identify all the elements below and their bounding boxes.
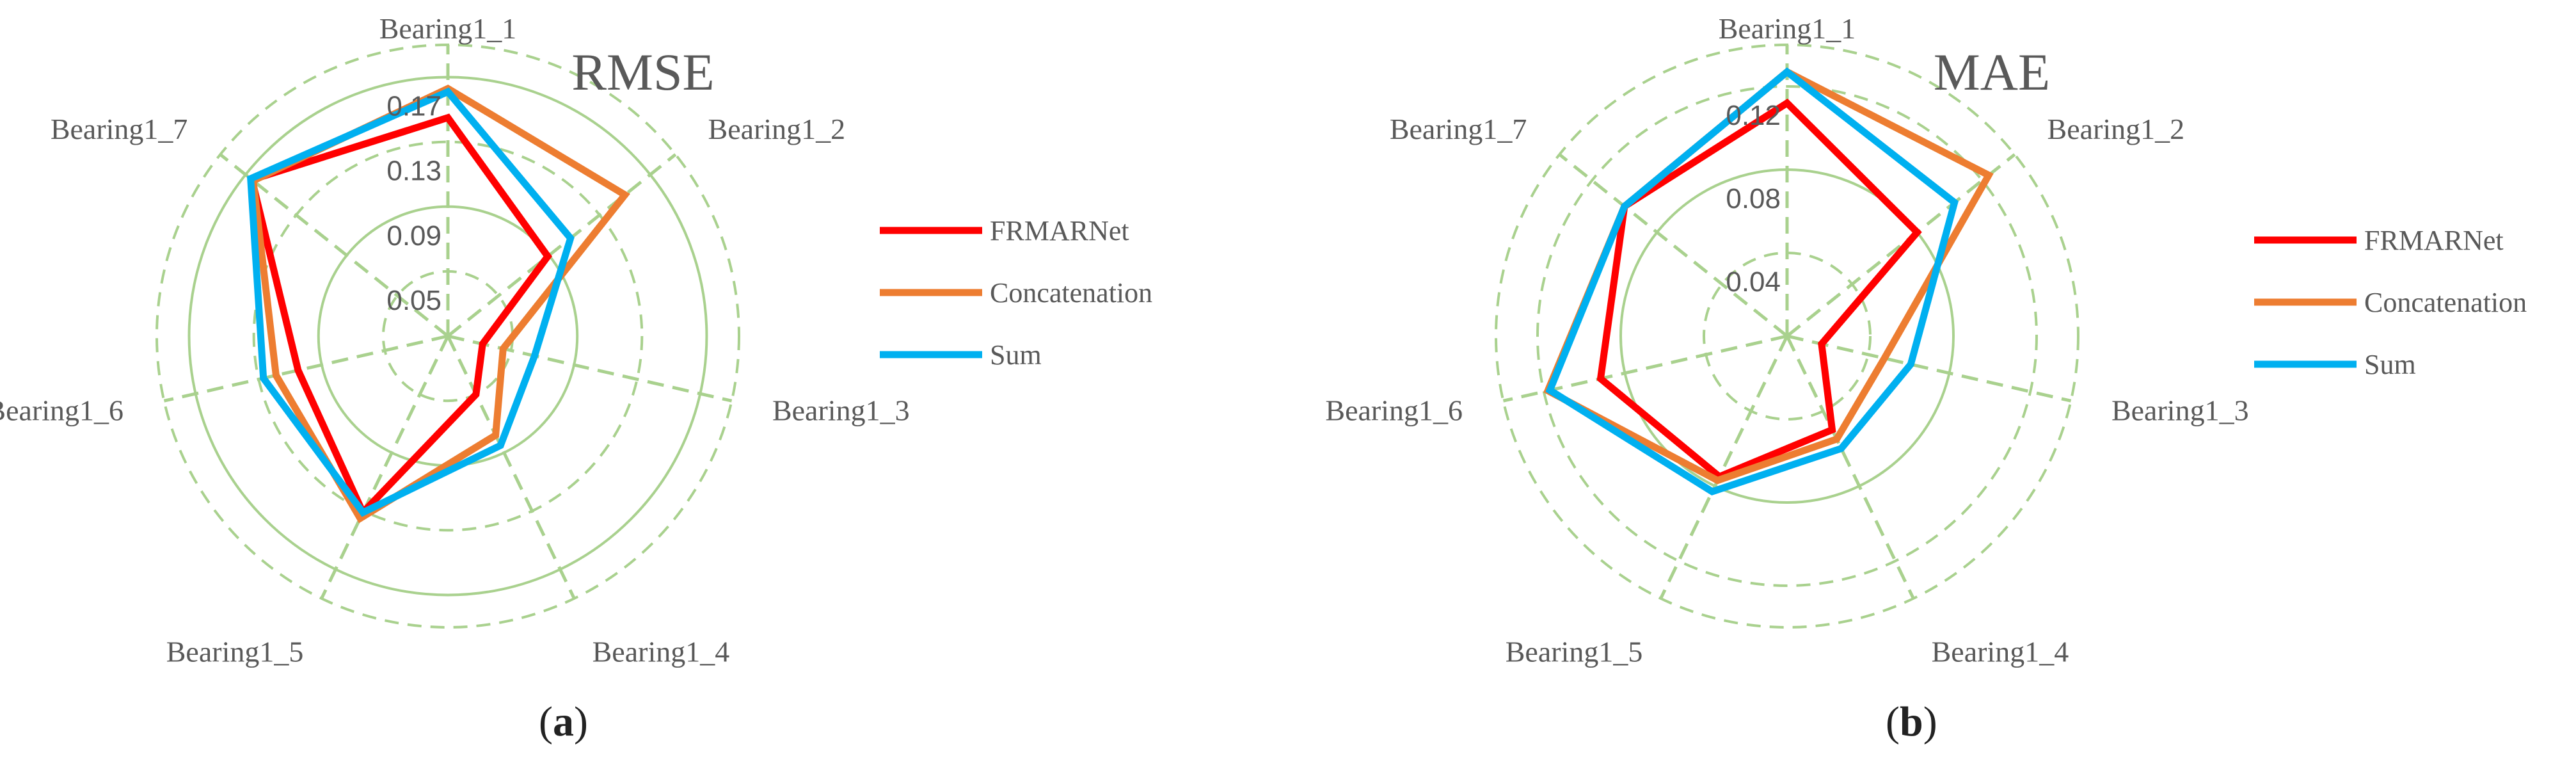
category-label: Bearing1_4 [1932, 636, 2069, 668]
category-label: Bearing1_3 [772, 394, 910, 427]
category-label: Bearing1_7 [51, 113, 188, 145]
radar-chart-rmse: 0.05 0.09 0.13 0.17 Bearing1_1 Bearing1_2 Bear… [0, 12, 1152, 668]
radial-tick-label: 0.08 [1726, 183, 1781, 214]
radar-axis-line [219, 153, 449, 337]
radar-ring [252, 140, 644, 532]
legend: FRMARNet Concatenation Sum [2254, 225, 2527, 380]
series-polygon-sum [246, 87, 575, 517]
radar-axis-line [1785, 335, 1915, 600]
radar-axis-line [1786, 153, 2016, 337]
radar-chart-rmse-panel: 0.05 0.09 0.13 0.17 Bearing1_1 Bearing1_2 Bear… [0, 0, 1286, 772]
legend-label: FRMARNet [2364, 225, 2504, 256]
category-label: Bearing1_7 [1390, 113, 1527, 145]
legend-label: Sum [2364, 349, 2416, 380]
legend: FRMARNet Concatenation Sum [880, 215, 1152, 371]
category-label: Bearing1_2 [708, 113, 846, 145]
chart-title: RMSE [571, 43, 714, 101]
caption-b: (b) [1886, 698, 1937, 745]
radial-tick-label: 0.17 [386, 91, 441, 122]
radar-axis-line [1786, 334, 2072, 403]
radial-tick-label: 0.09 [386, 220, 441, 252]
radar-ring [187, 76, 708, 597]
radar-chart-mae-panel: 0.04 0.08 0.12 Bearing1_1 Bearing1_2 Bearing1… [1288, 0, 2576, 772]
caption-a: (a) [539, 698, 588, 745]
series-polygon-concatenation [249, 84, 630, 524]
legend-label: Concatenation [2364, 287, 2527, 318]
category-label: Bearing1_1 [379, 12, 517, 45]
radar-axis-line [446, 335, 576, 600]
category-label: Bearing1_5 [1506, 636, 1643, 668]
category-label: Bearing1_1 [1719, 12, 1856, 45]
radar-grid [155, 44, 740, 629]
radar-axis-line [163, 334, 449, 403]
legend-label: FRMARNet [990, 215, 1129, 246]
series-polygon-frmarnet [1596, 99, 1922, 481]
radar-axis-line [1659, 335, 1789, 600]
radar-grid [1495, 44, 2079, 629]
radar-axis-line [1558, 153, 1788, 337]
chart-title: MAE [1934, 43, 2050, 101]
radar-axis-line [447, 153, 677, 337]
category-label: Bearing1_4 [592, 636, 730, 668]
radial-tick-label: 0.04 [1726, 266, 1781, 298]
radar-ring [1536, 85, 2038, 587]
category-label: Bearing1_5 [166, 636, 304, 668]
radial-tick-label: 0.12 [1726, 100, 1781, 131]
legend-label: Concatenation [990, 277, 1152, 309]
category-label: Bearing1_2 [2047, 113, 2185, 145]
series-polygon-sum [1545, 67, 1959, 496]
radar-outer-ring [1495, 44, 2079, 629]
category-label: Bearing1_6 [1325, 394, 1463, 427]
legend-label: Sum [990, 339, 1042, 371]
radar-axis-line [320, 335, 450, 600]
radial-tick-label: 0.13 [386, 156, 441, 187]
radar-ring [1619, 168, 1955, 504]
radar-axis-line [447, 334, 733, 403]
category-label: Bearing1_3 [2111, 394, 2249, 427]
category-label: Bearing1_6 [0, 394, 123, 427]
radar-chart-mae: 0.04 0.08 0.12 Bearing1_1 Bearing1_2 Bearing1… [1325, 12, 2527, 668]
radar-outer-ring [155, 44, 740, 629]
radar-ring [1703, 252, 1872, 421]
radial-tick-label: 0.05 [386, 285, 441, 316]
